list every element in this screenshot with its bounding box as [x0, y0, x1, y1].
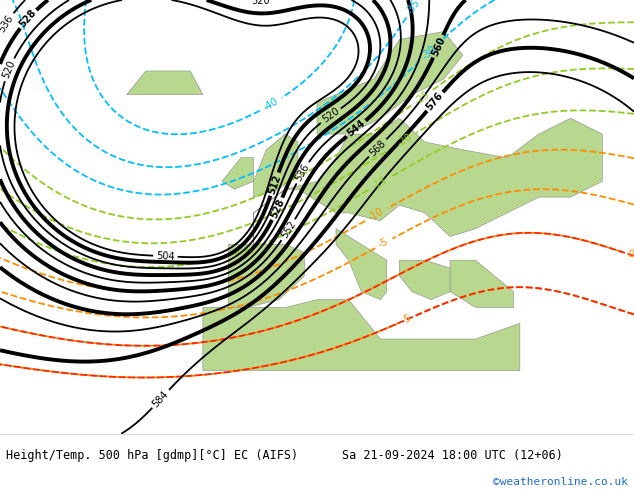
Text: 552: 552	[279, 220, 297, 241]
Polygon shape	[203, 299, 520, 370]
Text: Height/Temp. 500 hPa [gdmp][°C] EC (AIFS): Height/Temp. 500 hPa [gdmp][°C] EC (AIFS…	[6, 448, 299, 462]
Text: 544: 544	[346, 118, 367, 139]
Text: -20: -20	[396, 131, 415, 148]
Polygon shape	[254, 134, 298, 197]
Text: 512: 512	[266, 173, 283, 196]
Polygon shape	[127, 71, 203, 95]
Text: -40: -40	[262, 96, 280, 113]
Text: 536: 536	[0, 13, 16, 34]
Polygon shape	[228, 245, 304, 308]
Text: 528: 528	[18, 8, 39, 30]
Text: -15: -15	[370, 175, 389, 192]
Text: 520: 520	[320, 106, 341, 125]
Text: 528: 528	[269, 197, 286, 220]
Text: 5: 5	[402, 314, 412, 325]
Polygon shape	[317, 31, 463, 134]
Text: ©weatheronline.co.uk: ©weatheronline.co.uk	[493, 477, 628, 487]
Text: 0: 0	[625, 249, 634, 260]
Text: 520: 520	[1, 59, 17, 80]
Text: Sa 21-09-2024 18:00 UTC (12+06): Sa 21-09-2024 18:00 UTC (12+06)	[342, 448, 563, 462]
Text: -5: -5	[377, 237, 391, 250]
Text: 584: 584	[151, 389, 171, 409]
Text: 560: 560	[430, 35, 447, 58]
Text: 568: 568	[368, 138, 388, 158]
Polygon shape	[254, 118, 602, 245]
Text: -35: -35	[405, 0, 422, 16]
Polygon shape	[336, 229, 387, 299]
Text: 504: 504	[156, 251, 175, 262]
Text: -10: -10	[367, 206, 385, 223]
Text: 520: 520	[252, 0, 270, 6]
Text: -30: -30	[420, 43, 438, 61]
Polygon shape	[399, 260, 450, 299]
Text: 536: 536	[294, 162, 311, 183]
Polygon shape	[450, 260, 514, 308]
Polygon shape	[222, 158, 254, 189]
Text: 576: 576	[425, 91, 445, 113]
Text: -25: -25	[413, 89, 431, 106]
